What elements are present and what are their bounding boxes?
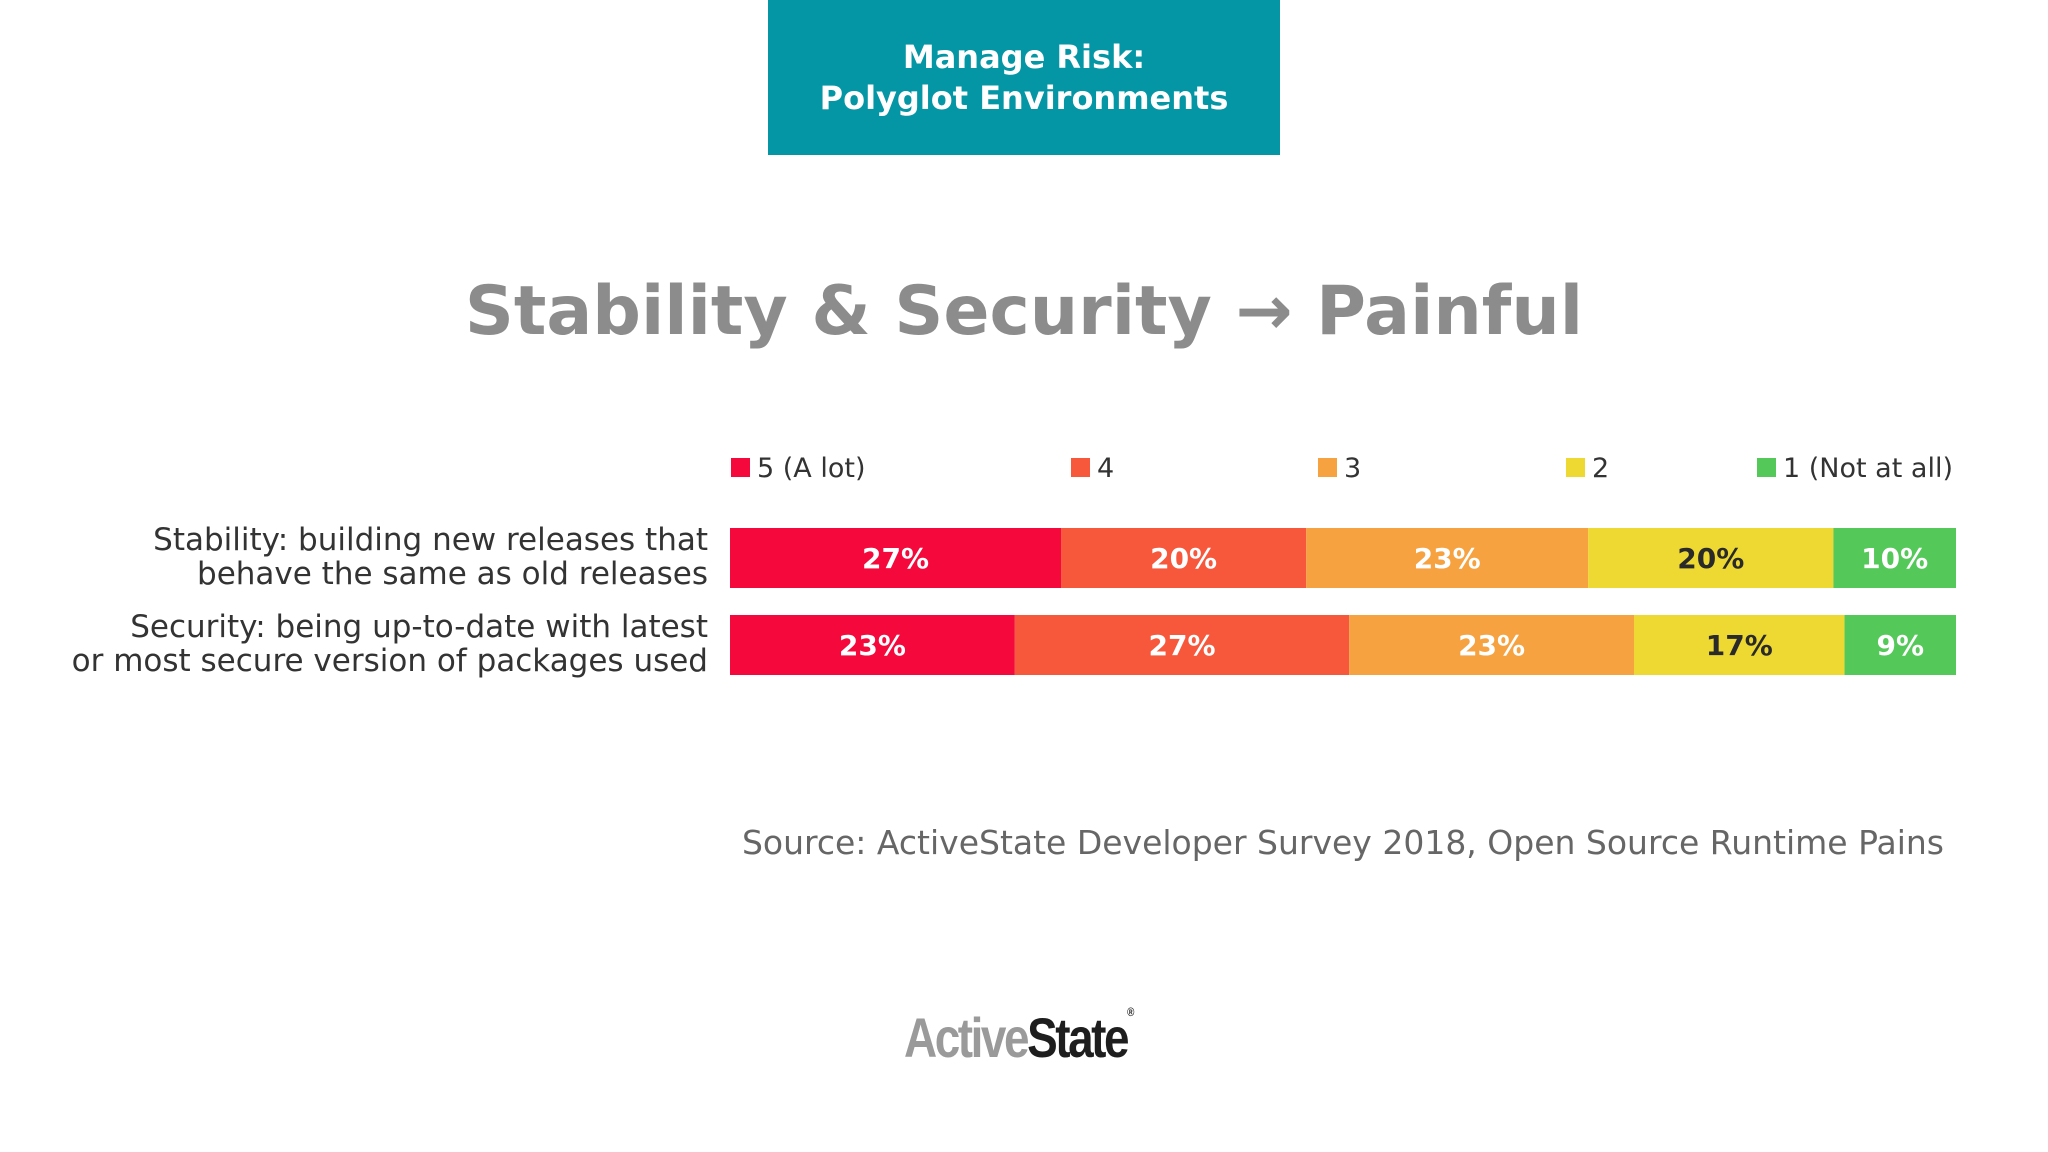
category-label-2-line-2: or most secure version of packages used <box>72 643 708 679</box>
bar-segment-row1-series4 <box>1588 528 1834 588</box>
header-line-2: Polyglot Environments <box>819 78 1229 117</box>
logo-part-state: State <box>1027 1006 1129 1069</box>
slide-title: Stability & Security → Painful <box>464 272 1584 351</box>
source-note: Source: ActiveState Developer Survey 201… <box>741 823 1944 862</box>
legend-swatch-4 <box>1566 458 1585 477</box>
legend-swatch-2 <box>1071 458 1090 477</box>
data-label-row1-series1: 27% <box>862 542 929 575</box>
data-label-row2-series1: 23% <box>839 629 906 662</box>
category-label-1-line-1: Stability: building new releases that <box>153 522 708 558</box>
legend-swatch-3 <box>1318 458 1337 477</box>
category-label-2-line-1: Security: being up-to-date with latest <box>130 609 708 645</box>
data-label-row2-series5: 9% <box>1876 629 1924 662</box>
logo-part-active: Active <box>904 1006 1030 1069</box>
bar-segment-row2-series4 <box>1634 615 1845 675</box>
legend-swatch-1 <box>731 458 750 477</box>
data-label-row1-series3: 23% <box>1414 542 1481 575</box>
bar-segment-row2-series1 <box>730 615 1015 675</box>
bar-segment-row2-series3 <box>1349 615 1635 675</box>
category-label-1-line-2: behave the same as old releases <box>197 556 708 592</box>
stacked-bar-chart: 5 (A lot) 4 3 2 1 (Not at all) Stability: bui… <box>72 453 1956 679</box>
header-banner: Manage Risk: Polyglot Environments <box>768 0 1280 155</box>
activestate-logo: ActiveState® <box>904 1005 1134 1070</box>
bar-segment-row2-series5 <box>1844 615 1956 675</box>
bar-segment-row2-series2 <box>1014 615 1350 675</box>
bar-segment-row1-series5 <box>1833 528 1956 588</box>
data-label-row2-series2: 27% <box>1148 629 1215 662</box>
legend-label-5: 1 (Not at all) <box>1783 453 1953 484</box>
logo-registered-mark: ® <box>1127 1005 1135 1019</box>
bar-segment-row1-series3 <box>1306 528 1589 588</box>
header-line-1: Manage Risk: <box>902 37 1146 76</box>
data-label-row2-series4: 17% <box>1706 629 1773 662</box>
legend-label-2: 4 <box>1097 453 1114 484</box>
legend-label-4: 2 <box>1592 453 1609 484</box>
bar-segment-row1-series1 <box>730 528 1062 588</box>
bar-segment-row1-series2 <box>1061 528 1307 588</box>
data-label-row1-series4: 20% <box>1677 542 1744 575</box>
data-label-row2-series3: 23% <box>1458 629 1525 662</box>
data-label-row1-series5: 10% <box>1861 542 1928 575</box>
legend-label-1: 5 (A lot) <box>757 453 866 484</box>
legend-label-3: 3 <box>1344 453 1361 484</box>
data-label-row1-series2: 20% <box>1150 542 1217 575</box>
legend-swatch-5 <box>1757 458 1776 477</box>
